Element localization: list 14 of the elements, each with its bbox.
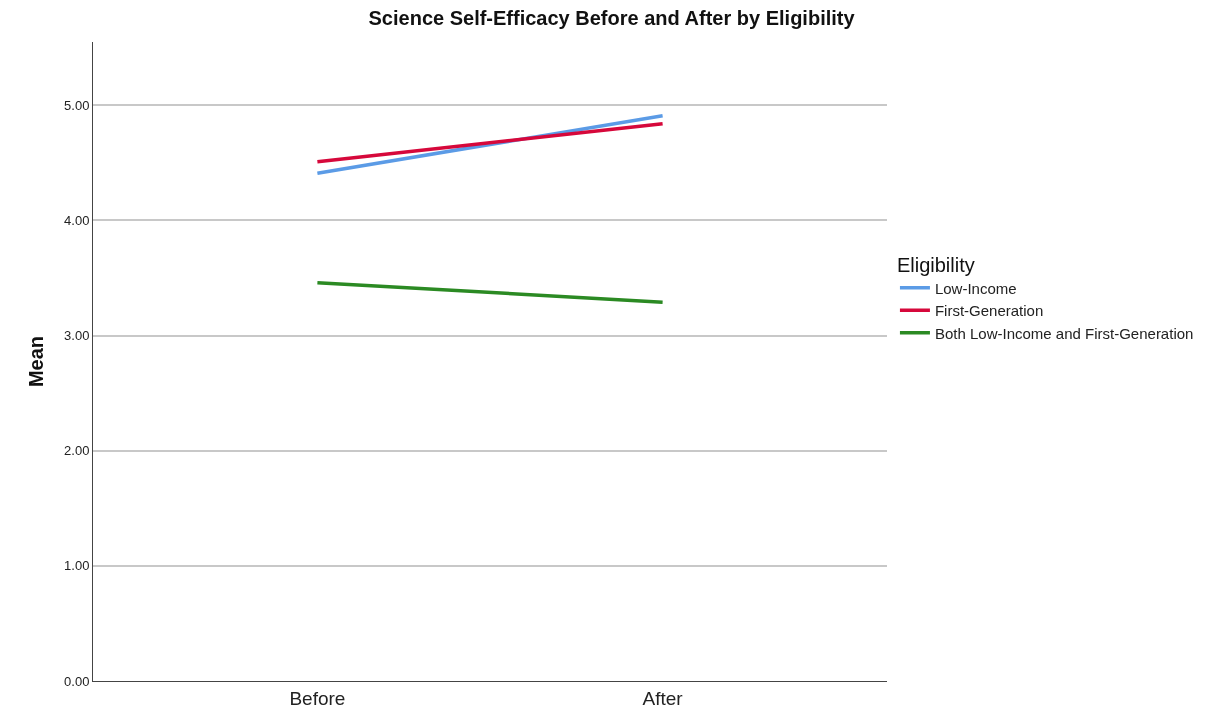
- y-axis-title: Mean: [24, 335, 47, 388]
- y-tick-label: 5.00: [64, 97, 90, 113]
- legend-label: Low-Income: [934, 279, 1017, 297]
- x-tick-label: Before: [289, 687, 346, 709]
- legend-label: First-Generation: [934, 302, 1044, 320]
- y-tick-label: 1.00: [64, 558, 90, 574]
- x-tick-label: After: [642, 687, 684, 709]
- chart-title: Science Self-Efficacy Before and After by Eligibility: [368, 6, 856, 29]
- y-tick-label: 0.00: [64, 673, 90, 689]
- legend-label: Both Low-Income and First-Generation: [934, 324, 1194, 342]
- y-tick-label: 2.00: [64, 443, 90, 459]
- y-tick-label: 4.00: [64, 213, 90, 229]
- legend-title: Eligibility: [896, 253, 975, 276]
- y-tick-label: 3.00: [64, 328, 90, 344]
